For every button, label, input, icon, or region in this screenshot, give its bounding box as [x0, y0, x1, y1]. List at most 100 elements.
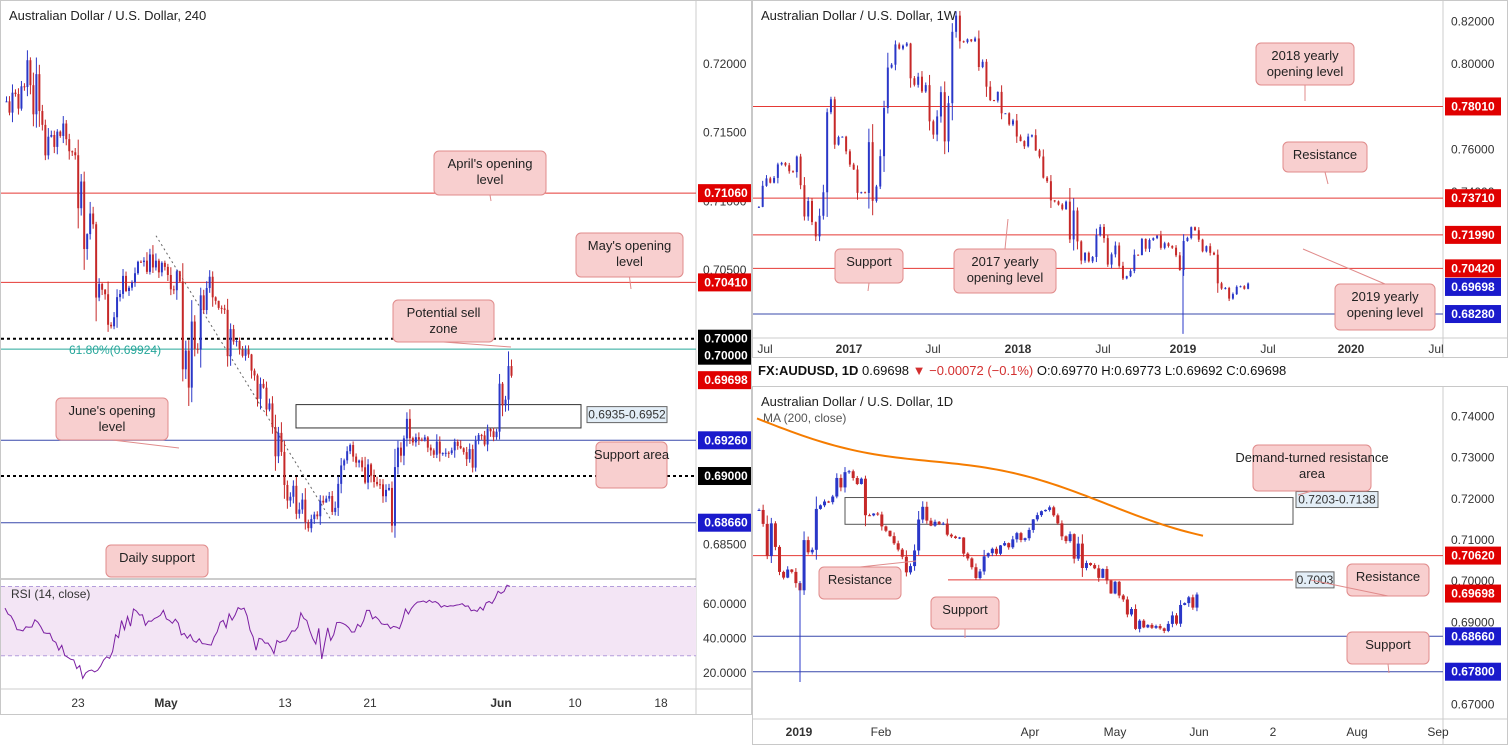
d1-candle	[1109, 580, 1113, 594]
h4-candle	[110, 324, 113, 327]
h4-candle	[489, 429, 492, 432]
rsi-title: RSI (14, close)	[11, 587, 90, 601]
d1-candle	[937, 521, 941, 525]
d1-candle	[855, 478, 859, 485]
w1-candle	[780, 162, 783, 165]
h4-tag-bg	[698, 371, 751, 390]
w1-candle	[1152, 238, 1155, 241]
w1-candle	[989, 86, 992, 101]
h4-candle	[71, 151, 74, 153]
w1-candle	[1118, 245, 1121, 266]
h4-candle	[462, 448, 465, 453]
callout-support-area-text: Support area	[594, 447, 670, 462]
trendline	[155, 235, 332, 521]
w1-time-label: Jul	[757, 342, 772, 356]
h4-time-label: May	[154, 696, 178, 710]
w1-candle	[939, 92, 942, 117]
d1-candle	[982, 556, 986, 572]
d1-candle	[884, 526, 888, 531]
callout-resistance-daily-right: Resistance	[1310, 563, 1430, 597]
w1-candle	[841, 136, 844, 138]
h4-candle	[301, 499, 304, 510]
h4-tag-bg	[698, 513, 751, 532]
zone-label: 0.6935-0.6952	[588, 408, 666, 422]
d1-candle	[925, 506, 929, 521]
h4-candle	[393, 467, 396, 526]
h4-candle	[423, 437, 426, 440]
daily-chart-panel[interactable]: Australian Dollar / U.S. Dollar, 1D MA (…	[752, 386, 1508, 745]
w1-candle	[1061, 204, 1064, 210]
d1-candle	[843, 472, 847, 488]
h4-candle	[396, 447, 399, 468]
d1-tag: 0.70620	[1451, 549, 1495, 563]
w1-time-label: 2019	[1170, 342, 1197, 356]
d1-time-label: May	[1104, 725, 1127, 739]
h4-candle	[468, 449, 471, 460]
w1-candle	[1220, 283, 1223, 289]
h4-candle	[382, 484, 385, 497]
h4-tag: 0.70000	[704, 349, 748, 363]
d1-tag: 0.67800	[1451, 665, 1495, 679]
w1-candle	[970, 39, 973, 42]
h4-candle	[417, 437, 420, 440]
h4-candle	[59, 131, 62, 136]
d1-candle	[1015, 533, 1019, 540]
w1-candle	[958, 15, 961, 42]
h4-candle	[172, 289, 175, 291]
w1-candle	[1068, 201, 1071, 240]
d1-price-label: 0.69000	[1451, 615, 1495, 629]
h4-candle	[486, 429, 489, 445]
w1-candle	[1065, 201, 1068, 210]
d1-price-label: 0.74000	[1451, 409, 1495, 423]
h4-candle	[325, 498, 328, 503]
h4-candle	[247, 349, 250, 355]
w1-candle	[1030, 135, 1033, 137]
w1-candle	[848, 151, 851, 165]
h4-candle	[507, 366, 510, 400]
h4-candle	[483, 435, 486, 445]
h4-candle	[328, 495, 331, 499]
d1-time-label: Aug	[1346, 725, 1367, 739]
h4-candle	[435, 441, 438, 455]
d1-candle	[1056, 515, 1060, 524]
info-last-price: 0.69698	[862, 363, 910, 378]
h4-candle	[373, 475, 376, 482]
d1-candle	[802, 540, 806, 591]
d1-price-label: 0.73000	[1451, 451, 1495, 465]
w1-tag: 0.78010	[1451, 99, 1495, 113]
h4-candle	[223, 308, 226, 310]
h4-candle	[229, 329, 232, 357]
w1-candle	[1087, 252, 1090, 262]
w1-candle	[1004, 113, 1007, 115]
h4-candle	[190, 321, 193, 388]
d1-candle	[990, 548, 994, 554]
d1-candle	[786, 569, 790, 578]
h4-candle	[313, 514, 316, 520]
h4-candle	[244, 349, 247, 356]
w1-candle	[1034, 135, 1037, 151]
h4-candle	[307, 522, 310, 529]
w1-candle	[818, 215, 821, 237]
h4-candle	[32, 85, 35, 115]
d1-zone-label: 0.7203-0.7138	[1298, 493, 1376, 507]
h4-candle	[420, 439, 423, 441]
d1-time-label: Sep	[1427, 725, 1449, 739]
h4-candle	[232, 329, 235, 342]
daily-chart-svg: 0.740000.730000.720000.710000.700000.690…	[753, 387, 1507, 744]
callout-demand-turned-resistance-text: area	[1299, 466, 1326, 481]
weekly-chart-panel[interactable]: Australian Dollar / U.S. Dollar, 1W 0.82…	[752, 0, 1508, 358]
h4-chart-panel[interactable]: Australian Dollar / U.S. Dollar, 240 0.7…	[0, 0, 752, 715]
w1-candle	[955, 15, 958, 32]
d1-candle	[818, 505, 822, 509]
h4-candle	[262, 383, 265, 388]
weekly-chart-title: Australian Dollar / U.S. Dollar, 1W	[761, 8, 957, 23]
h4-candle	[385, 489, 387, 497]
w1-candle	[803, 185, 806, 217]
w1-candle	[894, 44, 897, 65]
d1-candle	[1174, 615, 1178, 624]
w1-candle	[1182, 240, 1185, 271]
callout-demand-turned-resistance-text: Demand-turned resistance	[1235, 450, 1388, 465]
d1-candle	[904, 556, 908, 573]
w1-candle	[1000, 91, 1003, 114]
